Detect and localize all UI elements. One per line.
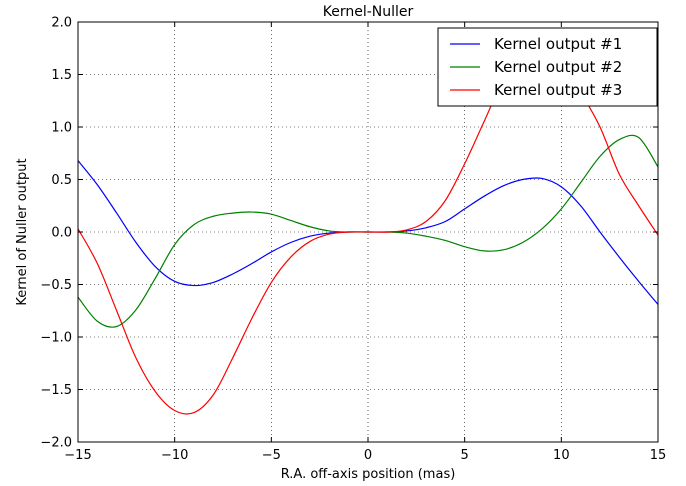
chart-title: Kernel-Nuller — [323, 4, 414, 20]
legend-label-3: Kernel output #3 — [494, 81, 622, 99]
y-tick-label: −2.0 — [40, 436, 72, 451]
y-tick-label: 1.5 — [51, 68, 72, 83]
legend-label-1: Kernel output #1 — [494, 35, 622, 53]
y-tick-label: −1.0 — [40, 331, 72, 346]
y-tick-label: 2.0 — [51, 16, 72, 31]
x-tick-label: −15 — [64, 448, 91, 463]
y-tick-label: 0.5 — [51, 173, 72, 188]
y-tick-label: 0.0 — [51, 226, 72, 241]
x-tick-label: 10 — [553, 448, 570, 463]
x-tick-label: 5 — [461, 448, 469, 463]
x-tick-label: 15 — [650, 448, 667, 463]
x-tick-label: −5 — [262, 448, 281, 463]
legend: Kernel output #1 Kernel output #2 Kernel o… — [437, 27, 658, 107]
y-tick-label: −1.5 — [40, 383, 72, 398]
y-tick-label: −0.5 — [40, 278, 72, 293]
gridlines — [78, 22, 658, 442]
y-tick-label: 1.0 — [51, 121, 72, 136]
axis-ticks: −15 −10 −5 0 5 10 15 −2.0 −1.5 −1.0 −0.5 0.0 0.5 1.0 1… — [40, 16, 666, 464]
x-axis-label: R.A. off-axis position (mas) — [281, 467, 456, 482]
x-tick-label: −10 — [161, 448, 188, 463]
y-axis-label: Kernel of Nuller output — [15, 158, 30, 305]
legend-label-2: Kernel output #2 — [494, 58, 622, 76]
x-tick-label: 0 — [364, 448, 372, 463]
